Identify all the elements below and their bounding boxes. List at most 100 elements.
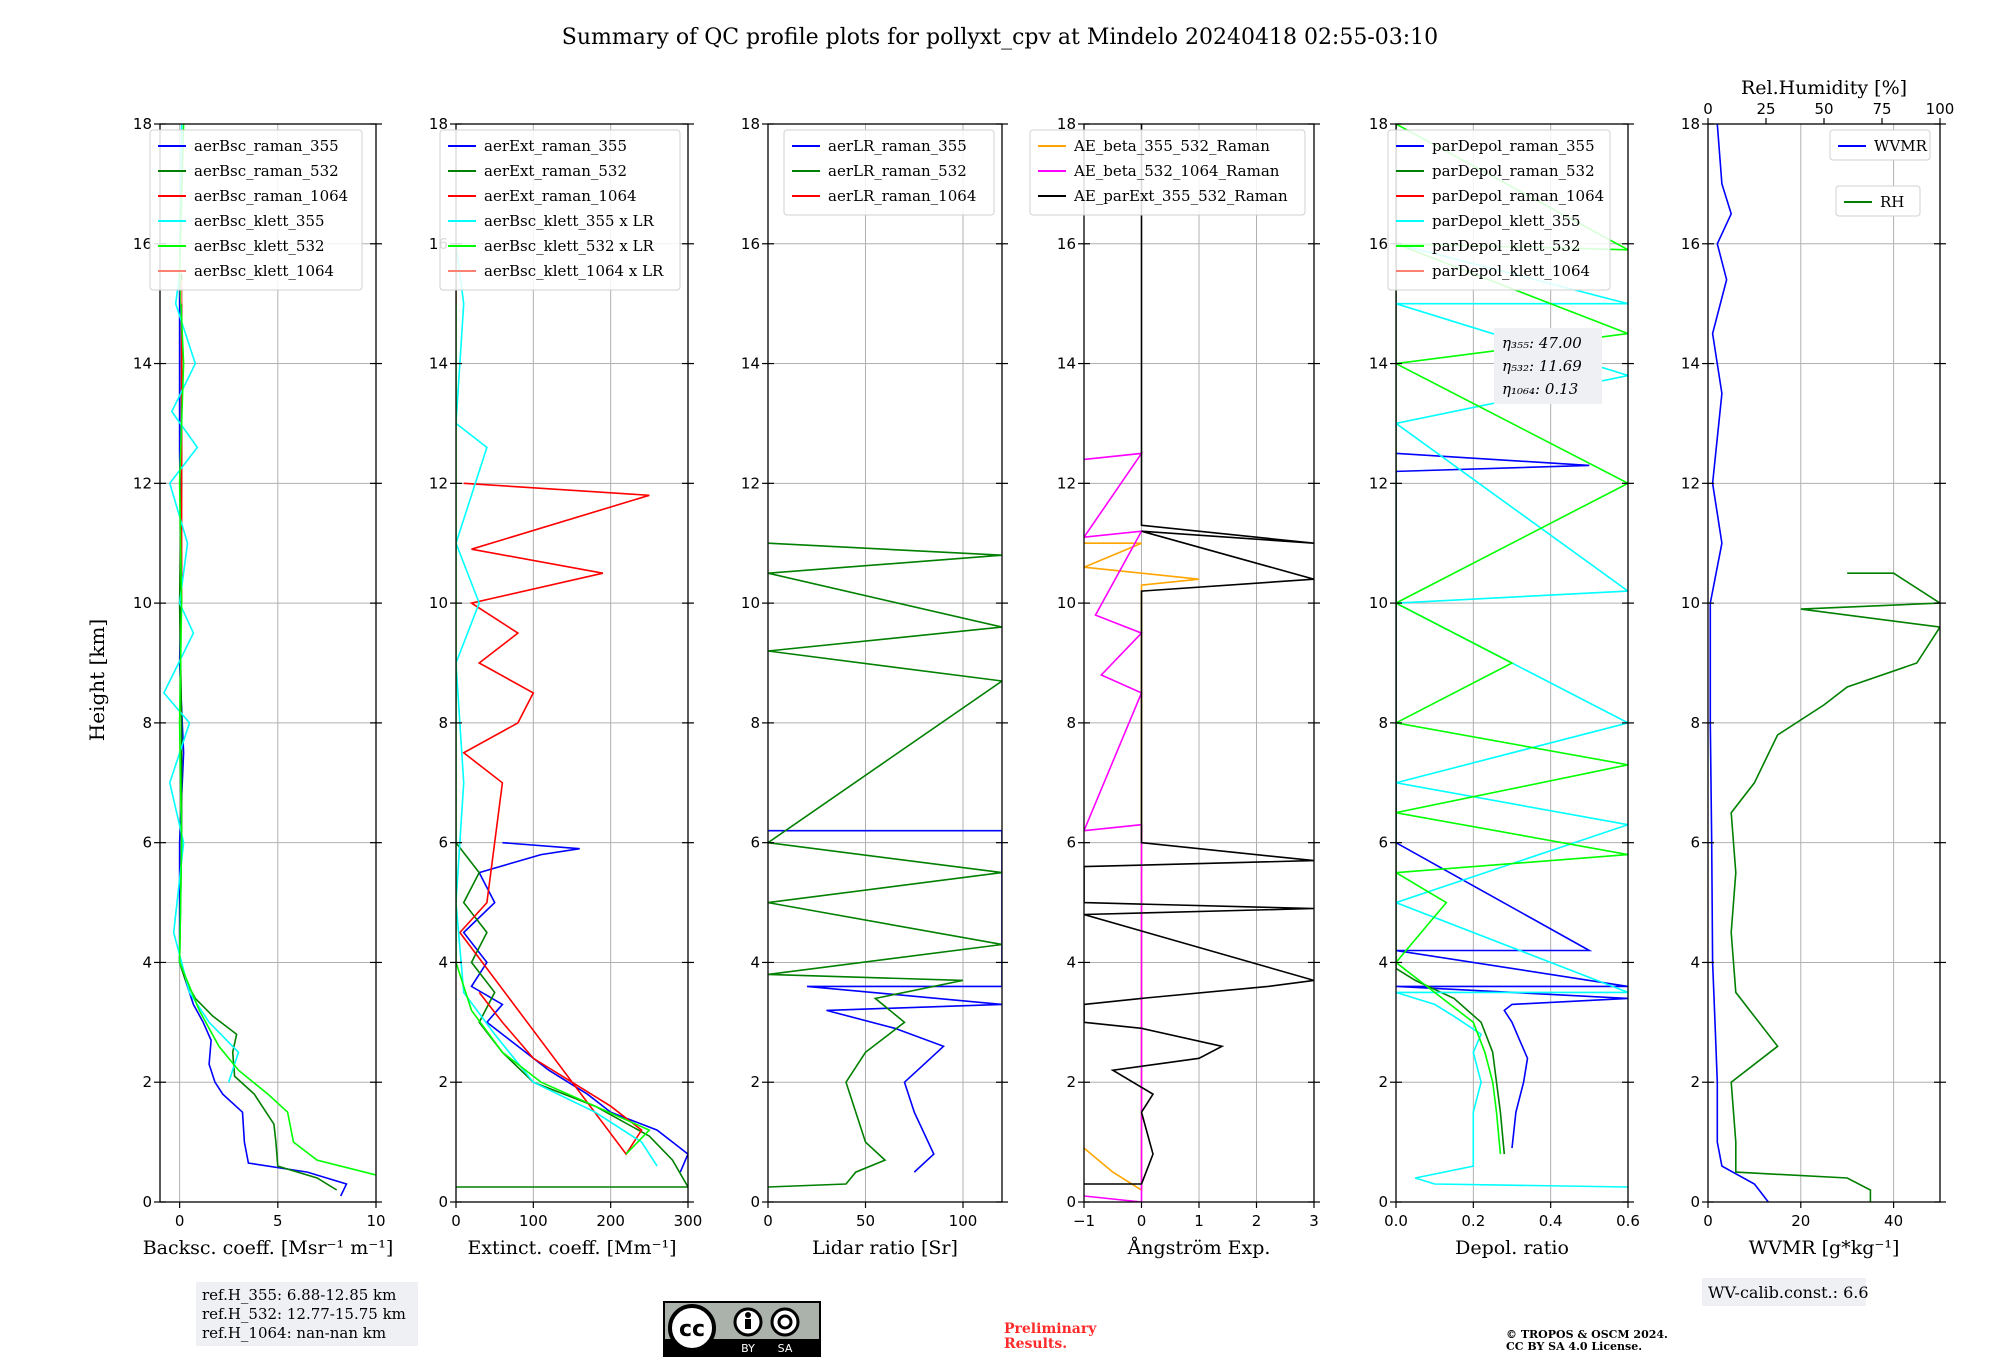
legend-entry: aerBsc_raman_355 <box>194 137 339 155</box>
y-tick-label: 10 <box>429 594 448 612</box>
legend-box <box>783 129 995 216</box>
x-tick-label: 0 <box>1137 1212 1147 1230</box>
y-axis-label: Height [km] <box>85 619 109 741</box>
share-alike-icon <box>770 1307 800 1337</box>
legend-entry: aerLR_raman_532 <box>828 162 967 180</box>
y-tick-label: 14 <box>429 355 448 373</box>
x-tick-label: −1 <box>1073 1212 1095 1230</box>
y-tick-label: 4 <box>142 953 152 971</box>
series-RH <box>1730 572 1940 1202</box>
series-aerBsc_klett_355 x LR <box>456 243 658 1167</box>
legend-entry: aerBsc_klett_355 <box>194 212 325 230</box>
wv-calib-text: WV-calib.const.: 6.6 <box>1708 1283 1869 1302</box>
y-tick-label: 12 <box>429 474 448 492</box>
y-tick-label: 4 <box>1378 953 1388 971</box>
x-axis-label: Extinct. coeff. [Mm⁻¹] <box>467 1237 676 1259</box>
x-tick-label: 0 <box>763 1212 773 1230</box>
panel-bsc: 0 2 4 6 8 10 12 14 16 18 0 5 10 Backsc. coeff. [Msr⁻¹… <box>133 115 393 1259</box>
y-tick-label: 6 <box>438 834 448 852</box>
y-tick-label: 8 <box>750 714 760 732</box>
y-tick-label: 6 <box>1690 834 1700 852</box>
legend-ae: AE_beta_355_532_Raman AE_beta_532_1064_Ra… <box>1029 129 1306 216</box>
y-tick-label: 12 <box>133 474 152 492</box>
y-tick-label: 12 <box>1057 474 1076 492</box>
x-tick-label: 40 <box>1884 1212 1903 1230</box>
series-AE_beta_532_1064_Raman <box>1084 452 1144 1202</box>
y-tick-label: 10 <box>741 594 760 612</box>
cc-logo-icon <box>668 1304 716 1352</box>
legend-wv: WVMR RH <box>1829 129 1931 217</box>
ref-height-box: ref.H_355: 6.88-12.85 km ref.H_532: 12.7… <box>196 1282 418 1346</box>
y-tick-label: 14 <box>1057 355 1076 373</box>
x-tick-label: 10 <box>366 1212 385 1230</box>
cc-logo-text: cc <box>679 1317 705 1342</box>
legend-entry: aerBsc_raman_532 <box>194 162 339 180</box>
eta-value: η₃₅₅: 47.00 <box>1502 334 1582 352</box>
x-tick-label: 200 <box>596 1212 625 1230</box>
legend-lr: aerLR_raman_355 aerLR_raman_532 aerLR_rama… <box>783 129 995 216</box>
legend-entry: AE_beta_532_1064_Raman <box>1073 162 1280 180</box>
x-tick-label: 0 <box>1703 1212 1713 1230</box>
y-tick-label: 2 <box>1066 1073 1076 1091</box>
y-tick-label: 16 <box>1369 235 1388 253</box>
y-tick-label: 10 <box>133 594 152 612</box>
y-tick-label: 14 <box>133 355 152 373</box>
series-parDepol_klett_355 <box>1396 243 1628 1188</box>
legend-entry: parDepol_raman_532 <box>1432 162 1595 180</box>
axes-frame <box>1395 123 1629 1203</box>
y-tick-label: 18 <box>1681 115 1700 133</box>
y-tick-label: 0 <box>1066 1193 1076 1211</box>
y-tick-label: 18 <box>429 115 448 133</box>
y-tick-label: 8 <box>438 714 448 732</box>
y-tick-label: 18 <box>133 115 152 133</box>
y-tick-label: 18 <box>1057 115 1076 133</box>
wv-calib-box: WV-calib.const.: 6.6 <box>1702 1278 1869 1306</box>
series-AE_parExt_355_532_Raman <box>1084 124 1314 1185</box>
eta-value: η₅₃₂: 11.69 <box>1502 357 1582 375</box>
legend-box <box>1029 129 1306 216</box>
legend-entry: aerLR_raman_355 <box>828 137 967 155</box>
legend-bsc: aerBsc_raman_355 aerBsc_raman_532 aerBsc_r… <box>149 129 363 291</box>
x-tick-label: 100 <box>519 1212 548 1230</box>
legend-entry: AE_beta_355_532_Raman <box>1073 137 1270 155</box>
y-tick-label: 6 <box>750 834 760 852</box>
y-tick-label: 12 <box>1681 474 1700 492</box>
x-axis-label: Ångström Exp. <box>1127 1237 1271 1259</box>
y-tick-label: 8 <box>142 714 152 732</box>
legend-box <box>149 129 363 291</box>
x-axis-label: Lidar ratio [Sr] <box>812 1237 958 1259</box>
y-tick-label: 4 <box>750 953 760 971</box>
eta-value: η₁₀₆₄: 0.13 <box>1502 380 1578 398</box>
preliminary-line-1: Preliminary <box>1004 1321 1097 1337</box>
legend-entry: aerBsc_klett_1064 x LR <box>484 262 664 280</box>
legend-entry: aerExt_raman_532 <box>484 162 627 180</box>
x-tick-label: 1 <box>1194 1212 1204 1230</box>
y-tick-label: 14 <box>1369 355 1388 373</box>
y-tick-label: 2 <box>1690 1073 1700 1091</box>
preliminary-line-2: Results. <box>1004 1336 1067 1352</box>
y-tick-label: 8 <box>1690 714 1700 732</box>
legend-box <box>1829 129 1931 161</box>
y-tick-label: 12 <box>741 474 760 492</box>
x-tick-label: 3 <box>1309 1212 1319 1230</box>
legend-ext: aerExt_raman_355 aerExt_raman_532 aerExt_r… <box>439 129 681 291</box>
x-tick-label: 0.2 <box>1461 1212 1485 1230</box>
top-x-tick-label: 50 <box>1814 100 1833 118</box>
y-tick-label: 0 <box>142 1193 152 1211</box>
panel-lr: 0 2 4 6 8 10 12 14 16 18 0 50 100 Lidar ratio [Sr] aer… <box>741 115 1008 1259</box>
y-tick-label: 8 <box>1066 714 1076 732</box>
series-parDepol_raman_532 <box>1396 124 1506 1155</box>
x-tick-label: 0.6 <box>1616 1212 1640 1230</box>
x-tick-label: 50 <box>856 1212 875 1230</box>
series-aerBsc_raman_355 <box>178 273 348 1197</box>
y-tick-label: 4 <box>438 953 448 971</box>
by-label: BY <box>741 1342 755 1355</box>
legend-entry: aerExt_raman_1064 <box>484 187 637 205</box>
axes-frame <box>1707 123 1941 1203</box>
y-tick-label: 10 <box>1057 594 1076 612</box>
x-tick-label: 5 <box>273 1212 283 1230</box>
legend-entry: parDepol_klett_1064 <box>1432 262 1590 280</box>
